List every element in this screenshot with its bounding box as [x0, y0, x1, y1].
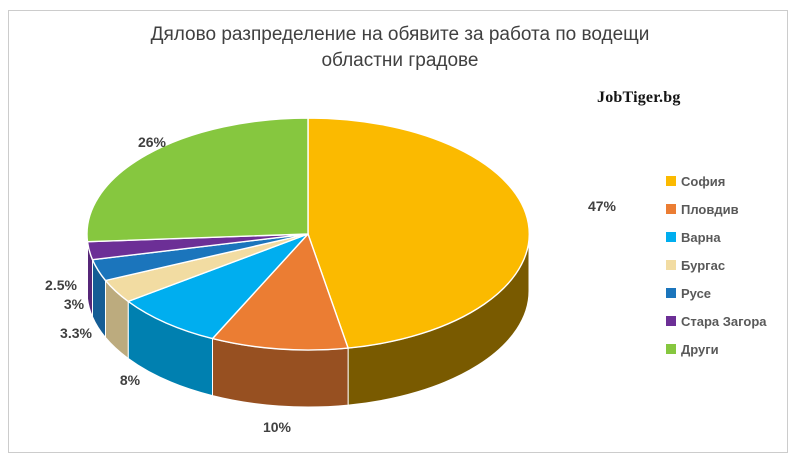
legend-item-varna: Варна	[666, 223, 767, 251]
slice-label-4: 3%	[63, 296, 85, 312]
slice-label-6: 26%	[137, 134, 167, 150]
jobtiger-logo: JobTiger.bg	[597, 89, 681, 106]
legend-swatch-stara-zagora	[666, 316, 676, 326]
legend-swatch-sofia	[666, 176, 676, 186]
legend-item-burgas: Бургас	[666, 251, 767, 279]
pie-slice-0	[307, 117, 530, 349]
slice-label-2: 8%	[119, 372, 141, 388]
chart-title: Дялово разпределение на обявите за работ…	[0, 22, 800, 74]
legend-label: Варна	[681, 229, 721, 245]
legend-label: Бургас	[681, 257, 726, 273]
legend-swatch-burgas	[666, 260, 676, 270]
slice-label-5: 2.5%	[45, 277, 77, 293]
pie-slice-6	[86, 117, 309, 243]
slice-label-0: 47%	[587, 198, 617, 214]
chart-title-line2: областни градове	[321, 50, 479, 71]
legend-label: Стара Загора	[681, 313, 767, 329]
legend-item-ruse: Русе	[666, 279, 767, 307]
legend-swatch-plovdiv	[666, 204, 676, 214]
legend-label: Русе	[681, 285, 712, 301]
pie-slice-2	[127, 233, 309, 340]
legend-swatch-ruse	[666, 288, 676, 298]
legend-item-drugi: Други	[666, 335, 767, 363]
legend-swatch-drugi	[666, 344, 676, 354]
legend-label: Пловдив	[681, 201, 739, 217]
legend-item-sofia: София	[666, 167, 767, 195]
legend-label: София	[681, 173, 726, 189]
legend-item-plovdiv: Пловдив	[666, 195, 767, 223]
slice-label-1: 10%	[262, 419, 292, 435]
legend-item-stara-zagora: Стара Загора	[666, 307, 767, 335]
chart-title-line1: Дялово разпределение на обявите за работ…	[150, 24, 650, 45]
legend-label: Други	[681, 341, 719, 357]
slice-label-3: 3.3%	[60, 325, 92, 341]
legend: София Пловдив Варна Бургас Русе Стара За…	[666, 167, 767, 363]
pie-slice-1	[211, 233, 349, 351]
legend-swatch-varna	[666, 232, 676, 242]
